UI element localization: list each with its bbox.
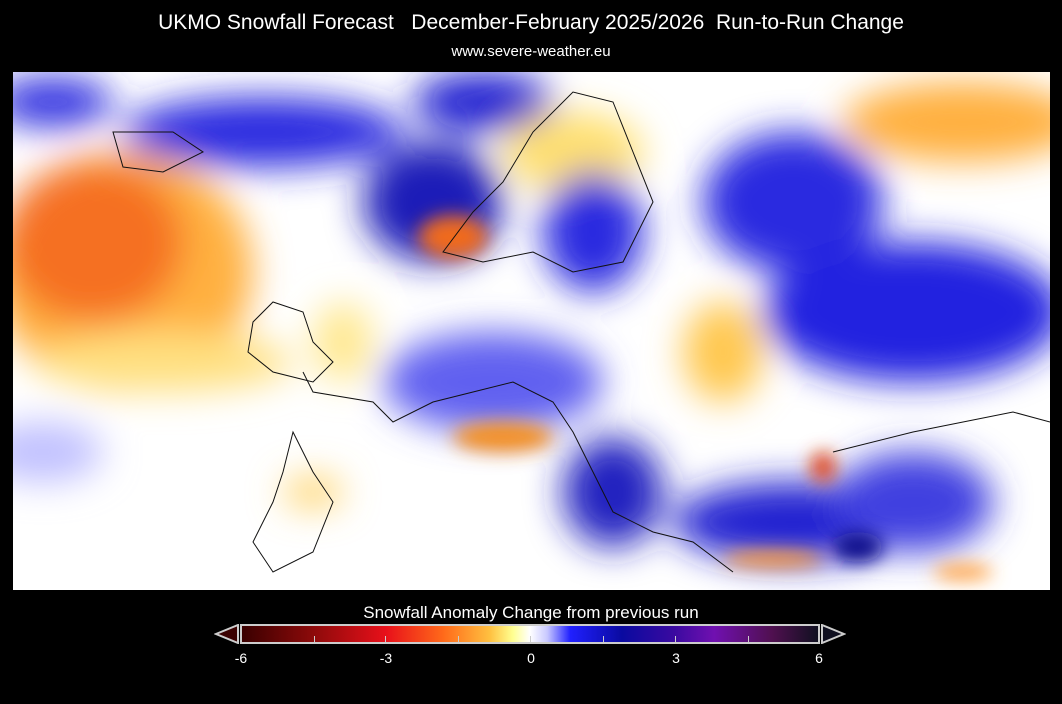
- source-url: www.severe-weather.eu: [451, 43, 611, 60]
- map-title: UKMO Snowfall Forecast December-February…: [158, 11, 904, 34]
- colorbar-tick: [385, 636, 386, 642]
- colorbar-tick: [530, 636, 531, 642]
- colorbar-title: Snowfall Anomaly Change from previous ru…: [363, 603, 699, 622]
- colorbar-label: 3: [672, 650, 680, 666]
- colorbar-tick: [748, 636, 749, 642]
- colorbar-tick: [603, 636, 604, 642]
- snowfall-anomaly-map: [13, 72, 1050, 590]
- colorbar-label: -3: [379, 650, 393, 666]
- colorbar-tick: [675, 636, 676, 642]
- coastlines: [112, 91, 1050, 573]
- colorbar-tick: [314, 636, 315, 642]
- colorbar-label: 0: [527, 650, 535, 666]
- colorbar-label: 6: [815, 650, 823, 666]
- colorbar-label: -6: [234, 650, 248, 666]
- colorbar-min-extension: [214, 624, 239, 644]
- colorbar-tick: [458, 636, 459, 642]
- colorbar-max-extension: [821, 624, 846, 644]
